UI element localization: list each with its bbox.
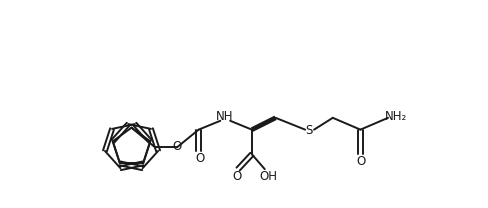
Text: OH: OH: [260, 170, 278, 183]
Text: NH₂: NH₂: [385, 110, 407, 123]
Text: S: S: [305, 124, 313, 137]
Text: O: O: [232, 170, 242, 183]
Text: O: O: [195, 152, 204, 165]
Text: NH: NH: [216, 110, 233, 123]
Text: O: O: [357, 155, 366, 168]
Text: O: O: [172, 140, 182, 153]
